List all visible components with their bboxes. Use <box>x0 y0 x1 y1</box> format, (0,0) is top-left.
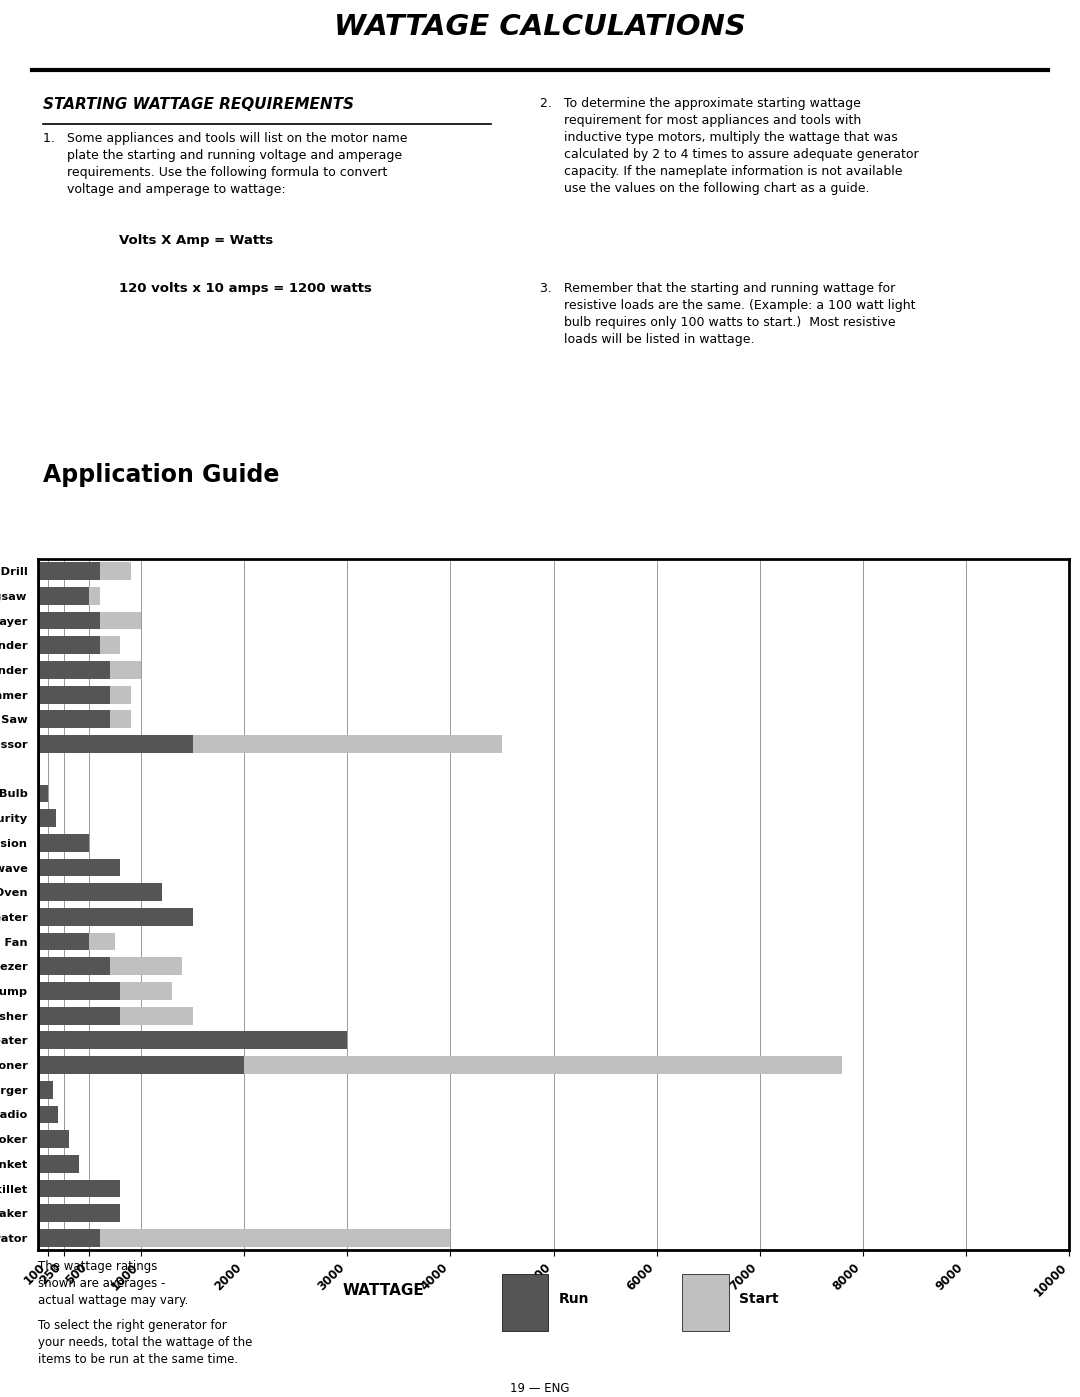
Bar <box>38 661 110 679</box>
Bar <box>38 785 49 802</box>
Text: Volts X Amp = Watts: Volts X Amp = Watts <box>119 233 273 247</box>
Bar <box>38 612 141 630</box>
Bar <box>683 1274 729 1331</box>
Bar <box>38 711 110 728</box>
Bar <box>38 1130 69 1148</box>
Bar <box>38 1229 99 1248</box>
Bar <box>38 1056 244 1074</box>
Text: WATTAGE CALCULATIONS: WATTAGE CALCULATIONS <box>334 14 746 42</box>
Bar <box>38 982 120 1000</box>
Bar <box>38 1056 842 1074</box>
Bar <box>38 735 192 753</box>
Text: STARTING WATTAGE REQUIREMENTS: STARTING WATTAGE REQUIREMENTS <box>43 96 354 112</box>
Bar <box>38 908 192 926</box>
Text: Run: Run <box>558 1292 590 1306</box>
Text: 1.   Some appliances and tools will list on the motor name
      plate the start: 1. Some appliances and tools will list o… <box>43 131 408 196</box>
Bar <box>38 809 56 827</box>
Bar <box>38 1155 79 1172</box>
Bar <box>38 637 99 654</box>
Bar <box>38 982 172 1000</box>
Bar <box>38 957 183 975</box>
Text: The wattage ratings
shown are averages -
actual wattage may vary.: The wattage ratings shown are averages -… <box>38 1260 188 1306</box>
Bar <box>38 562 99 580</box>
Text: 120 volts x 10 amps = 1200 watts: 120 volts x 10 amps = 1200 watts <box>119 282 372 295</box>
Bar <box>38 711 131 728</box>
Bar <box>38 637 120 654</box>
Bar <box>38 1105 58 1123</box>
Bar <box>38 859 120 876</box>
Bar <box>38 1031 348 1049</box>
Bar <box>38 661 141 679</box>
Bar <box>38 1204 120 1222</box>
Bar <box>38 587 90 605</box>
Text: 19 — ENG: 19 — ENG <box>510 1382 570 1396</box>
Bar <box>38 1179 120 1197</box>
Bar <box>38 1007 192 1024</box>
Bar <box>38 1007 120 1024</box>
Bar <box>502 1274 549 1331</box>
Text: To select the right generator for
your needs, total the wattage of the
items to : To select the right generator for your n… <box>38 1319 252 1366</box>
Bar <box>38 1229 450 1248</box>
Text: Start: Start <box>739 1292 779 1306</box>
Bar <box>38 587 99 605</box>
Bar <box>38 834 90 852</box>
Bar <box>38 883 162 901</box>
Bar <box>38 686 131 704</box>
Text: Application Guide: Application Guide <box>43 462 280 486</box>
Text: 3.   Remember that the starting and running wattage for
      resistive loads ar: 3. Remember that the starting and runnin… <box>540 282 916 346</box>
Bar <box>38 612 99 630</box>
Text: 2.   To determine the approximate starting wattage
      requirement for most ap: 2. To determine the approximate starting… <box>540 96 919 194</box>
Bar <box>38 562 131 580</box>
Bar <box>38 735 502 753</box>
Text: WATTAGE: WATTAGE <box>342 1282 423 1298</box>
Bar <box>38 957 110 975</box>
Bar <box>38 933 116 950</box>
Bar <box>38 1081 53 1098</box>
Bar <box>38 686 110 704</box>
Bar <box>38 933 90 950</box>
